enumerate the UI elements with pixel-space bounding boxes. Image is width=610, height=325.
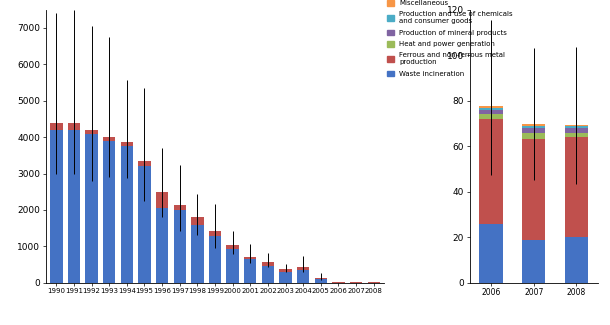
Bar [262, 266, 274, 283]
Bar [138, 161, 151, 166]
Bar [565, 125, 588, 126]
Bar [85, 130, 98, 134]
Bar [315, 279, 327, 283]
Bar [315, 278, 327, 279]
Bar [68, 130, 80, 283]
Bar [121, 146, 133, 283]
Bar [244, 259, 256, 283]
Bar [565, 126, 588, 128]
Bar [522, 240, 545, 283]
Bar [191, 225, 204, 283]
Bar [522, 128, 545, 133]
Bar [174, 210, 186, 283]
Bar [156, 192, 168, 208]
Bar [279, 269, 292, 272]
Bar [479, 107, 503, 108]
Bar [121, 141, 133, 146]
Bar [479, 114, 503, 119]
Bar [522, 139, 545, 240]
Bar [50, 123, 62, 130]
Bar [522, 133, 545, 139]
Bar [522, 126, 545, 128]
Bar [191, 217, 204, 225]
Bar [479, 110, 503, 114]
Bar [85, 134, 98, 283]
Bar [565, 237, 588, 283]
Bar [479, 119, 503, 224]
Bar [156, 208, 168, 283]
Bar [565, 137, 588, 237]
Bar [50, 130, 62, 283]
Bar [68, 123, 80, 130]
Bar [262, 262, 274, 266]
Bar [244, 256, 256, 259]
Bar [297, 270, 309, 283]
Bar [297, 267, 309, 270]
Bar [226, 245, 239, 249]
Bar [174, 205, 186, 210]
Bar [226, 249, 239, 283]
Bar [279, 272, 292, 283]
Bar [522, 124, 545, 126]
Bar [565, 128, 588, 133]
Bar [209, 236, 221, 283]
Bar [209, 231, 221, 236]
Bar [103, 141, 115, 283]
Bar [565, 133, 588, 137]
Bar [479, 224, 503, 283]
Bar [479, 108, 503, 110]
Bar [103, 137, 115, 141]
Bar [138, 166, 151, 283]
Legend: Miscellaneous, Production and use of chemicals
and consumer goods, Production of: Miscellaneous, Production and use of che… [387, 0, 513, 77]
